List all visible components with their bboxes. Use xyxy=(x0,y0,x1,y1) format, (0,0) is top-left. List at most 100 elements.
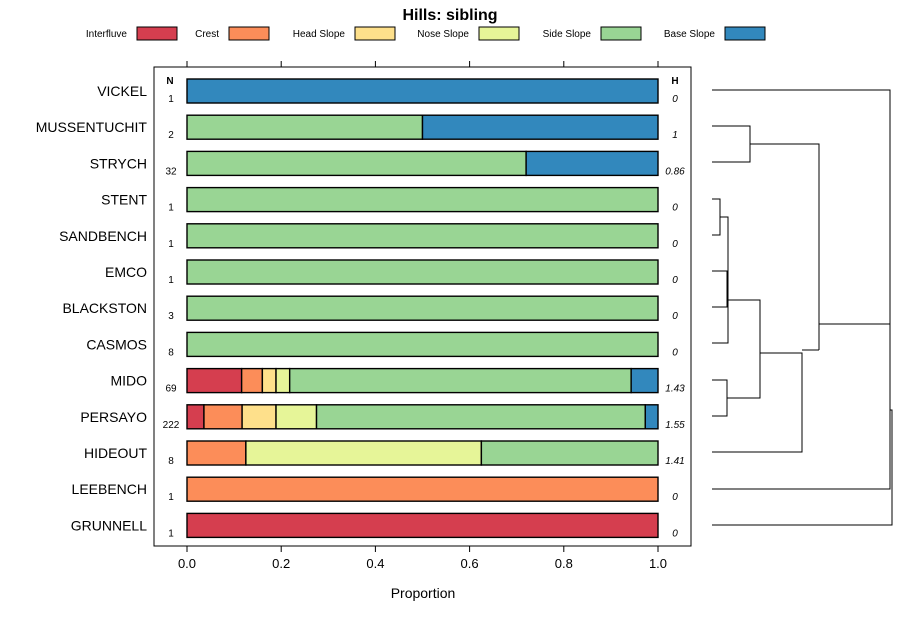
bar-row: STRYCH 32 0.86 xyxy=(90,150,685,177)
bar-row: SANDBENCH 1 0 xyxy=(59,223,678,250)
bar-row: CASMOS 8 0 xyxy=(86,331,678,358)
bar-segment-base-slope xyxy=(525,150,659,177)
h-value: 0 xyxy=(672,347,678,358)
bar-row: HIDEOUT 8 1.41 xyxy=(84,440,685,467)
n-value: 32 xyxy=(165,166,177,177)
dendrogram-branch xyxy=(712,270,728,308)
legend-swatch-base-slope xyxy=(724,26,766,41)
bar-row: GRUNNELL 1 0 xyxy=(71,512,678,539)
bar-segment-crest xyxy=(186,476,659,502)
legend-swatch-crest xyxy=(228,26,270,41)
category-label: LEEBENCH xyxy=(72,481,147,497)
h-value: 1.43 xyxy=(665,384,685,395)
dendrogram-branch xyxy=(712,324,891,490)
bar-segment-interfluve xyxy=(186,512,659,539)
legend-label-nose-slope: Nose Slope xyxy=(417,29,469,40)
category-label: STENT xyxy=(101,192,147,208)
legend-label-side-slope: Side Slope xyxy=(543,29,592,40)
bar-segment-base-slope xyxy=(630,367,659,394)
legend-label-base-slope: Base Slope xyxy=(664,29,716,40)
bar-segment-side-slope xyxy=(186,114,424,140)
category-label: MUSSENTUCHIT xyxy=(36,119,148,135)
legend-label-head-slope: Head Slope xyxy=(293,29,346,40)
bar-row: BLACKSTON 3 0 xyxy=(62,295,678,322)
bar-segment-nose-slope xyxy=(275,367,291,394)
category-label: CASMOS xyxy=(86,336,147,352)
dendrogram-branch xyxy=(712,125,751,163)
x-axis: 0.0 0.2 0.4 0.6 0.8 1.0 xyxy=(178,61,667,571)
dendrogram-branch xyxy=(712,198,721,236)
category-label: GRUNNELL xyxy=(71,517,147,533)
category-label: BLACKSTON xyxy=(62,300,147,316)
bar-segment-base-slope xyxy=(421,114,659,140)
n-value: 1 xyxy=(168,528,174,539)
n-value: 1 xyxy=(168,203,174,214)
n-value: 1 xyxy=(168,94,174,105)
h-value: 0.86 xyxy=(665,166,685,177)
category-label: PERSAYO xyxy=(80,409,147,425)
h-value: 0 xyxy=(672,94,678,105)
h-value: 0 xyxy=(672,203,678,214)
bar-segment-nose-slope xyxy=(275,404,318,430)
bar-segment-side-slope xyxy=(186,223,659,249)
bar-segment-head-slope xyxy=(261,367,277,394)
x-axis-label: Proportion xyxy=(391,585,456,601)
bar-segment-base-slope xyxy=(644,404,659,430)
n-value: 1 xyxy=(168,492,174,503)
bar-segment-nose-slope xyxy=(245,440,483,466)
bar-segment-side-slope xyxy=(288,367,632,394)
bar-segment-side-slope xyxy=(186,186,659,213)
bar-rows: VICKEL 1 0 MUSSENTUCHIT 2 1 STRYCH 32 0.86 STENT 1… xyxy=(36,78,685,539)
x-tick-label: 0.8 xyxy=(555,556,573,571)
legend-swatch-nose-slope xyxy=(478,26,520,41)
dendrogram-branch xyxy=(712,253,729,344)
n-value: 2 xyxy=(168,130,174,141)
n-header: N xyxy=(166,76,173,87)
n-value: 8 xyxy=(168,456,174,467)
bar-row: MUSSENTUCHIT 2 1 xyxy=(36,114,678,141)
bar-segment-side-slope xyxy=(315,404,646,430)
legend-swatch-side-slope xyxy=(600,26,642,41)
dendrogram xyxy=(712,89,893,526)
bar-row: STENT 1 0 xyxy=(101,186,678,214)
legend-label-crest: Crest xyxy=(195,29,219,40)
n-value: 69 xyxy=(165,384,177,395)
bar-segment-crest xyxy=(203,404,243,430)
dendrogram-branch xyxy=(712,409,893,526)
dendrogram-branch xyxy=(712,89,891,324)
bar-row: VICKEL 1 0 xyxy=(97,78,678,105)
h-value: 0 xyxy=(672,492,678,503)
h-value: 0 xyxy=(672,275,678,286)
bar-segment-crest xyxy=(186,440,247,466)
h-value: 0 xyxy=(672,528,678,539)
bar-row: EMCO 1 0 xyxy=(105,259,678,286)
bar-row: MIDO 69 1.43 xyxy=(110,367,685,395)
h-value: 1 xyxy=(672,130,678,141)
n-value: 222 xyxy=(163,420,180,431)
plot-frame xyxy=(153,66,692,547)
category-label: SANDBENCH xyxy=(59,228,147,244)
x-tick-label: 1.0 xyxy=(649,556,667,571)
bar-segment-side-slope xyxy=(186,259,659,285)
bar-segment-interfluve xyxy=(186,404,205,430)
n-value: 1 xyxy=(168,239,174,250)
dendrogram-branch xyxy=(712,379,728,417)
n-value: 1 xyxy=(168,275,174,286)
legend: Interfluve Crest Head Slope Nose Slope Side … xyxy=(86,26,766,41)
chart-title: Hills: sibling xyxy=(402,7,497,24)
bar-segment-side-slope xyxy=(186,331,659,358)
category-label: EMCO xyxy=(105,264,147,280)
category-label: VICKEL xyxy=(97,83,147,99)
x-tick-label: 0.4 xyxy=(366,556,384,571)
dendrogram-branch xyxy=(727,299,761,399)
dendrogram-branch xyxy=(712,352,803,453)
bar-segment-side-slope xyxy=(480,440,659,466)
bar-segment-base-slope xyxy=(186,78,659,104)
n-value: 8 xyxy=(168,347,174,358)
x-tick-label: 0.0 xyxy=(178,556,196,571)
legend-swatch-interfluve xyxy=(136,26,178,41)
h-value: 1.55 xyxy=(665,420,685,431)
category-label: HIDEOUT xyxy=(84,445,147,461)
bar-segment-crest xyxy=(240,367,264,394)
